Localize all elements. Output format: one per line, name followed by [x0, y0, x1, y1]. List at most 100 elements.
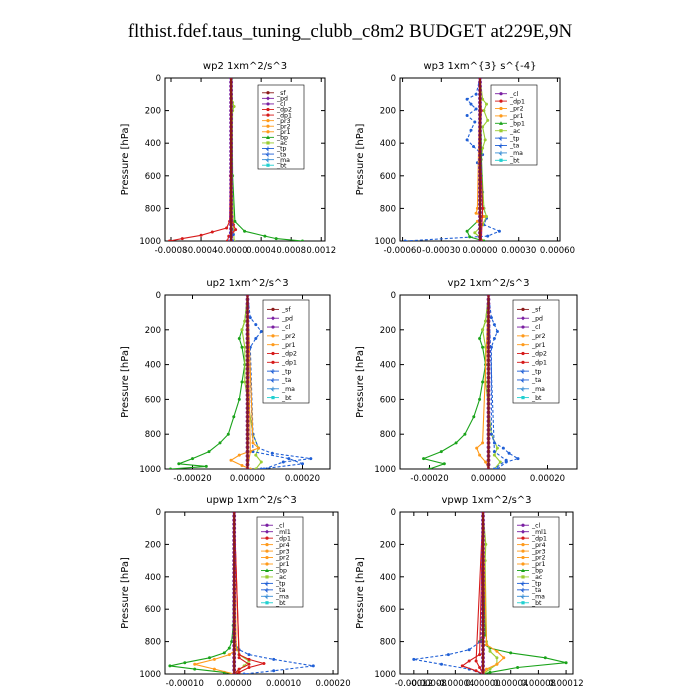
data-point — [478, 337, 482, 340]
data-point — [481, 206, 485, 210]
legend-box — [490, 84, 538, 166]
legend-marker — [519, 369, 525, 375]
legend-entry: _pr2 — [267, 333, 296, 340]
data-point — [495, 446, 499, 450]
y-tick-label: 1000 — [139, 670, 161, 680]
legend-label: _ac — [509, 128, 521, 135]
legend-marker — [521, 536, 525, 540]
y-tick-label: 400 — [380, 573, 396, 583]
plot-area — [168, 512, 315, 674]
legend-label: _cl — [276, 101, 285, 108]
legend-marker — [265, 601, 269, 605]
legend-label: _dp1 — [531, 360, 547, 367]
legend-entry: _ac — [261, 574, 287, 581]
legend-label: _ac — [275, 574, 287, 581]
data-point — [481, 125, 485, 129]
legend-marker — [263, 594, 269, 600]
y-tick-label: 1000 — [139, 465, 161, 475]
y-axis-label: Pressure [hPa] — [120, 346, 131, 418]
data-point — [492, 453, 496, 457]
legend-marker — [266, 119, 270, 123]
legend-marker — [269, 377, 275, 384]
data-point — [248, 316, 252, 320]
legend-entry: _tp — [261, 581, 286, 588]
legend-label: _pr1 — [531, 561, 546, 568]
data-point — [446, 653, 450, 657]
data-point — [481, 328, 485, 332]
data-point — [237, 453, 241, 457]
legend-marker — [521, 325, 525, 329]
legend-marker — [265, 555, 269, 560]
legend-marker — [519, 386, 525, 392]
y-axis-label: Pressure [hPa] — [355, 124, 366, 196]
legend-entry: _bp1 — [495, 121, 525, 128]
legend-entry: _ta — [262, 151, 287, 158]
legend-marker — [499, 106, 503, 111]
legend-label: _bt — [275, 600, 286, 607]
legend-entry: _pr1 — [495, 113, 524, 120]
y-tick-label: 400 — [145, 573, 161, 583]
legend-label: _sf — [281, 307, 291, 314]
data-point — [486, 234, 490, 238]
legend-label: _cl — [531, 522, 540, 529]
x-tick-label: 0.00010 — [266, 679, 301, 689]
legend-marker — [271, 395, 275, 400]
legend-marker — [266, 102, 270, 106]
legend-marker — [265, 543, 269, 547]
data-point — [259, 330, 263, 333]
legend-entry: _dp1 — [261, 535, 291, 542]
data-point — [204, 464, 208, 468]
y-tick-label: 1000 — [139, 237, 161, 247]
y-tick-label: 0 — [156, 291, 161, 301]
legend-label: _ta — [531, 587, 542, 594]
data-point — [465, 114, 469, 117]
data-point — [212, 657, 216, 661]
panel-up2: up2 1xm^2/s^3 Pressure [hPa] 0 200 400 600 800… — [120, 278, 331, 484]
y-tick-label: 1000 — [374, 465, 396, 475]
figure-title: flthist.fdef.taus_tuning_clubb_c8m2 BUDG… — [128, 21, 573, 42]
data-point — [489, 316, 493, 320]
legend-entry: _cl — [517, 522, 540, 529]
legend-label: _ta — [275, 587, 286, 594]
data-point — [272, 669, 276, 673]
legend-entry: _bt — [517, 395, 542, 402]
x-tick-label: -0.00010 — [166, 679, 204, 689]
data-point — [243, 380, 247, 384]
data-point — [469, 102, 473, 106]
legend-marker — [271, 325, 275, 329]
legend-marker — [497, 143, 503, 149]
legend-label: _bp1 — [509, 121, 525, 128]
data-point — [248, 467, 252, 469]
data-point — [227, 646, 231, 650]
y-tick-label: 200 — [380, 107, 396, 117]
data-point — [485, 102, 488, 106]
data-point — [492, 450, 496, 454]
panel-vp2: vp2 1xm^2/s^3 Pressure [hPa] 0 200 400 600 800… — [355, 278, 578, 484]
legend-label: _ta — [276, 151, 287, 158]
legend: _cl_ml1_dp1_pr4_pr3_pr2_pr1_bp_ac_tp_ta_… — [512, 516, 560, 608]
legend-label: _pr1 — [276, 129, 291, 136]
legend-entry: _ta — [517, 587, 542, 594]
data-point — [259, 460, 263, 464]
data-point — [495, 662, 499, 666]
data-point — [504, 458, 508, 462]
panel-wp2: wp2 1xm^2/s^3 Pressure [hPa] 0 200 400 600 800… — [120, 61, 336, 256]
data-point — [465, 229, 469, 233]
legend-entry: _pr2 — [517, 333, 546, 340]
data-point — [484, 319, 488, 323]
data-point — [482, 109, 486, 113]
x-tick-label: 0.00020 — [315, 679, 350, 689]
data-point — [475, 206, 479, 210]
y-tick-label: 600 — [380, 605, 396, 615]
data-point — [485, 643, 488, 647]
data-point — [199, 233, 203, 237]
data-point — [168, 664, 172, 668]
legend-label: _bt — [531, 395, 542, 402]
legend-entry: _pr4 — [517, 542, 546, 549]
legend-marker — [263, 581, 269, 587]
y-tick-label: 600 — [145, 172, 161, 182]
data-point — [218, 441, 222, 445]
data-point — [169, 467, 172, 469]
legend-entry: _tp — [517, 368, 542, 375]
legend-label: _pr2 — [276, 123, 291, 130]
